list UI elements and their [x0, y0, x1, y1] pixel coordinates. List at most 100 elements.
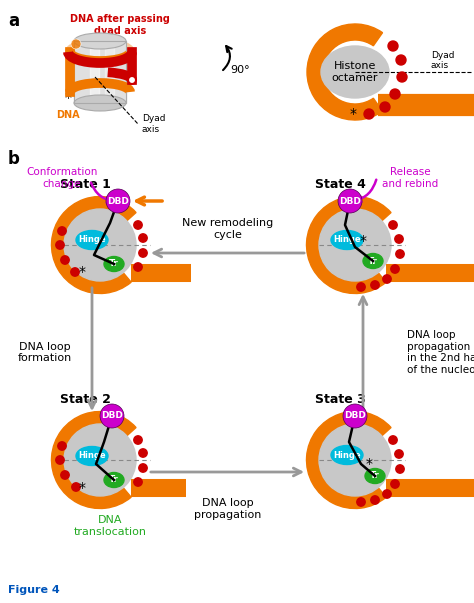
Text: DNA loop
propagation: DNA loop propagation [194, 498, 261, 520]
Bar [105, 41, 114, 103]
Text: *: * [365, 457, 373, 471]
Circle shape [319, 424, 391, 496]
Ellipse shape [365, 469, 385, 484]
Text: State 3: State 3 [315, 393, 366, 406]
Circle shape [390, 89, 400, 99]
Text: *: * [64, 91, 72, 105]
Circle shape [134, 263, 142, 271]
Text: Tr: Tr [109, 476, 119, 484]
Circle shape [389, 221, 397, 229]
Circle shape [128, 76, 136, 84]
Circle shape [388, 41, 398, 51]
Circle shape [61, 256, 69, 264]
Text: Dyad
axis: Dyad axis [431, 51, 455, 70]
Circle shape [391, 480, 399, 488]
Circle shape [395, 450, 403, 458]
Circle shape [343, 404, 367, 428]
Text: DNA: DNA [56, 110, 80, 120]
Text: DBD: DBD [107, 197, 129, 206]
Circle shape [64, 209, 136, 281]
Ellipse shape [76, 446, 108, 466]
Circle shape [383, 275, 391, 283]
Ellipse shape [74, 95, 126, 111]
Wedge shape [307, 24, 383, 120]
Text: b: b [8, 150, 20, 168]
Text: DBD: DBD [344, 411, 366, 420]
Text: *: * [79, 265, 85, 279]
Bar [90, 41, 99, 103]
Text: State 1: State 1 [60, 178, 111, 191]
Circle shape [61, 471, 69, 479]
Text: DNA loop
propagation
in the 2nd half
of the nucleosome: DNA loop propagation in the 2nd half of … [407, 330, 474, 375]
Circle shape [364, 109, 374, 119]
Text: Histone
octamer: Histone octamer [332, 61, 378, 83]
Bar [74, 41, 126, 103]
Circle shape [134, 221, 142, 229]
Ellipse shape [331, 446, 363, 464]
Circle shape [395, 235, 403, 243]
Circle shape [134, 436, 142, 444]
Circle shape [139, 249, 147, 257]
Circle shape [338, 189, 362, 213]
Wedge shape [52, 411, 136, 508]
Text: DBD: DBD [101, 411, 123, 420]
Bar [74, 41, 126, 103]
Text: *: * [359, 234, 366, 248]
Text: Tr: Tr [368, 256, 378, 265]
Circle shape [100, 404, 124, 428]
Circle shape [134, 478, 142, 486]
Text: a: a [8, 12, 19, 30]
Text: Tr: Tr [370, 472, 380, 481]
Circle shape [371, 281, 379, 289]
Text: DBD: DBD [339, 197, 361, 206]
Ellipse shape [104, 473, 124, 487]
Wedge shape [52, 197, 136, 294]
Circle shape [139, 234, 147, 242]
Ellipse shape [76, 230, 108, 250]
Circle shape [357, 498, 365, 506]
Circle shape [58, 442, 66, 450]
Circle shape [389, 436, 397, 444]
Text: *: * [349, 107, 356, 121]
Circle shape [371, 496, 379, 504]
Text: Tr: Tr [109, 259, 119, 268]
Circle shape [391, 265, 399, 273]
Circle shape [56, 241, 64, 249]
Circle shape [56, 456, 64, 464]
Text: New remodeling
cycle: New remodeling cycle [182, 218, 273, 240]
Text: Hinge: Hinge [78, 236, 106, 244]
Text: Figure 4: Figure 4 [8, 585, 60, 595]
Circle shape [396, 55, 406, 65]
Text: Hinge: Hinge [333, 450, 361, 459]
Text: Hinge: Hinge [78, 452, 106, 461]
Text: DNA loop
formation: DNA loop formation [18, 342, 72, 363]
Circle shape [397, 72, 407, 82]
Ellipse shape [321, 46, 389, 98]
Circle shape [64, 424, 136, 496]
Text: Conformation
change: Conformation change [27, 167, 98, 189]
Text: State 2: State 2 [60, 393, 111, 406]
Ellipse shape [363, 253, 383, 268]
Circle shape [106, 189, 130, 213]
Text: Hinge: Hinge [333, 236, 361, 244]
Wedge shape [307, 411, 391, 508]
Circle shape [58, 227, 66, 235]
Circle shape [396, 465, 404, 473]
Circle shape [139, 449, 147, 457]
Text: DNA after passing
dyad axis: DNA after passing dyad axis [70, 14, 170, 36]
Circle shape [357, 283, 365, 291]
Text: 90°: 90° [230, 65, 250, 75]
Ellipse shape [104, 256, 124, 271]
Text: *: * [79, 481, 85, 495]
Circle shape [396, 250, 404, 258]
Wedge shape [307, 197, 391, 294]
Text: Dyad
axis: Dyad axis [142, 115, 165, 134]
Circle shape [72, 483, 80, 491]
Circle shape [71, 268, 79, 276]
Ellipse shape [74, 33, 126, 49]
Circle shape [139, 464, 147, 472]
Circle shape [319, 209, 391, 281]
Text: Release
and rebind: Release and rebind [382, 167, 438, 189]
Ellipse shape [331, 230, 363, 250]
Circle shape [383, 490, 391, 498]
